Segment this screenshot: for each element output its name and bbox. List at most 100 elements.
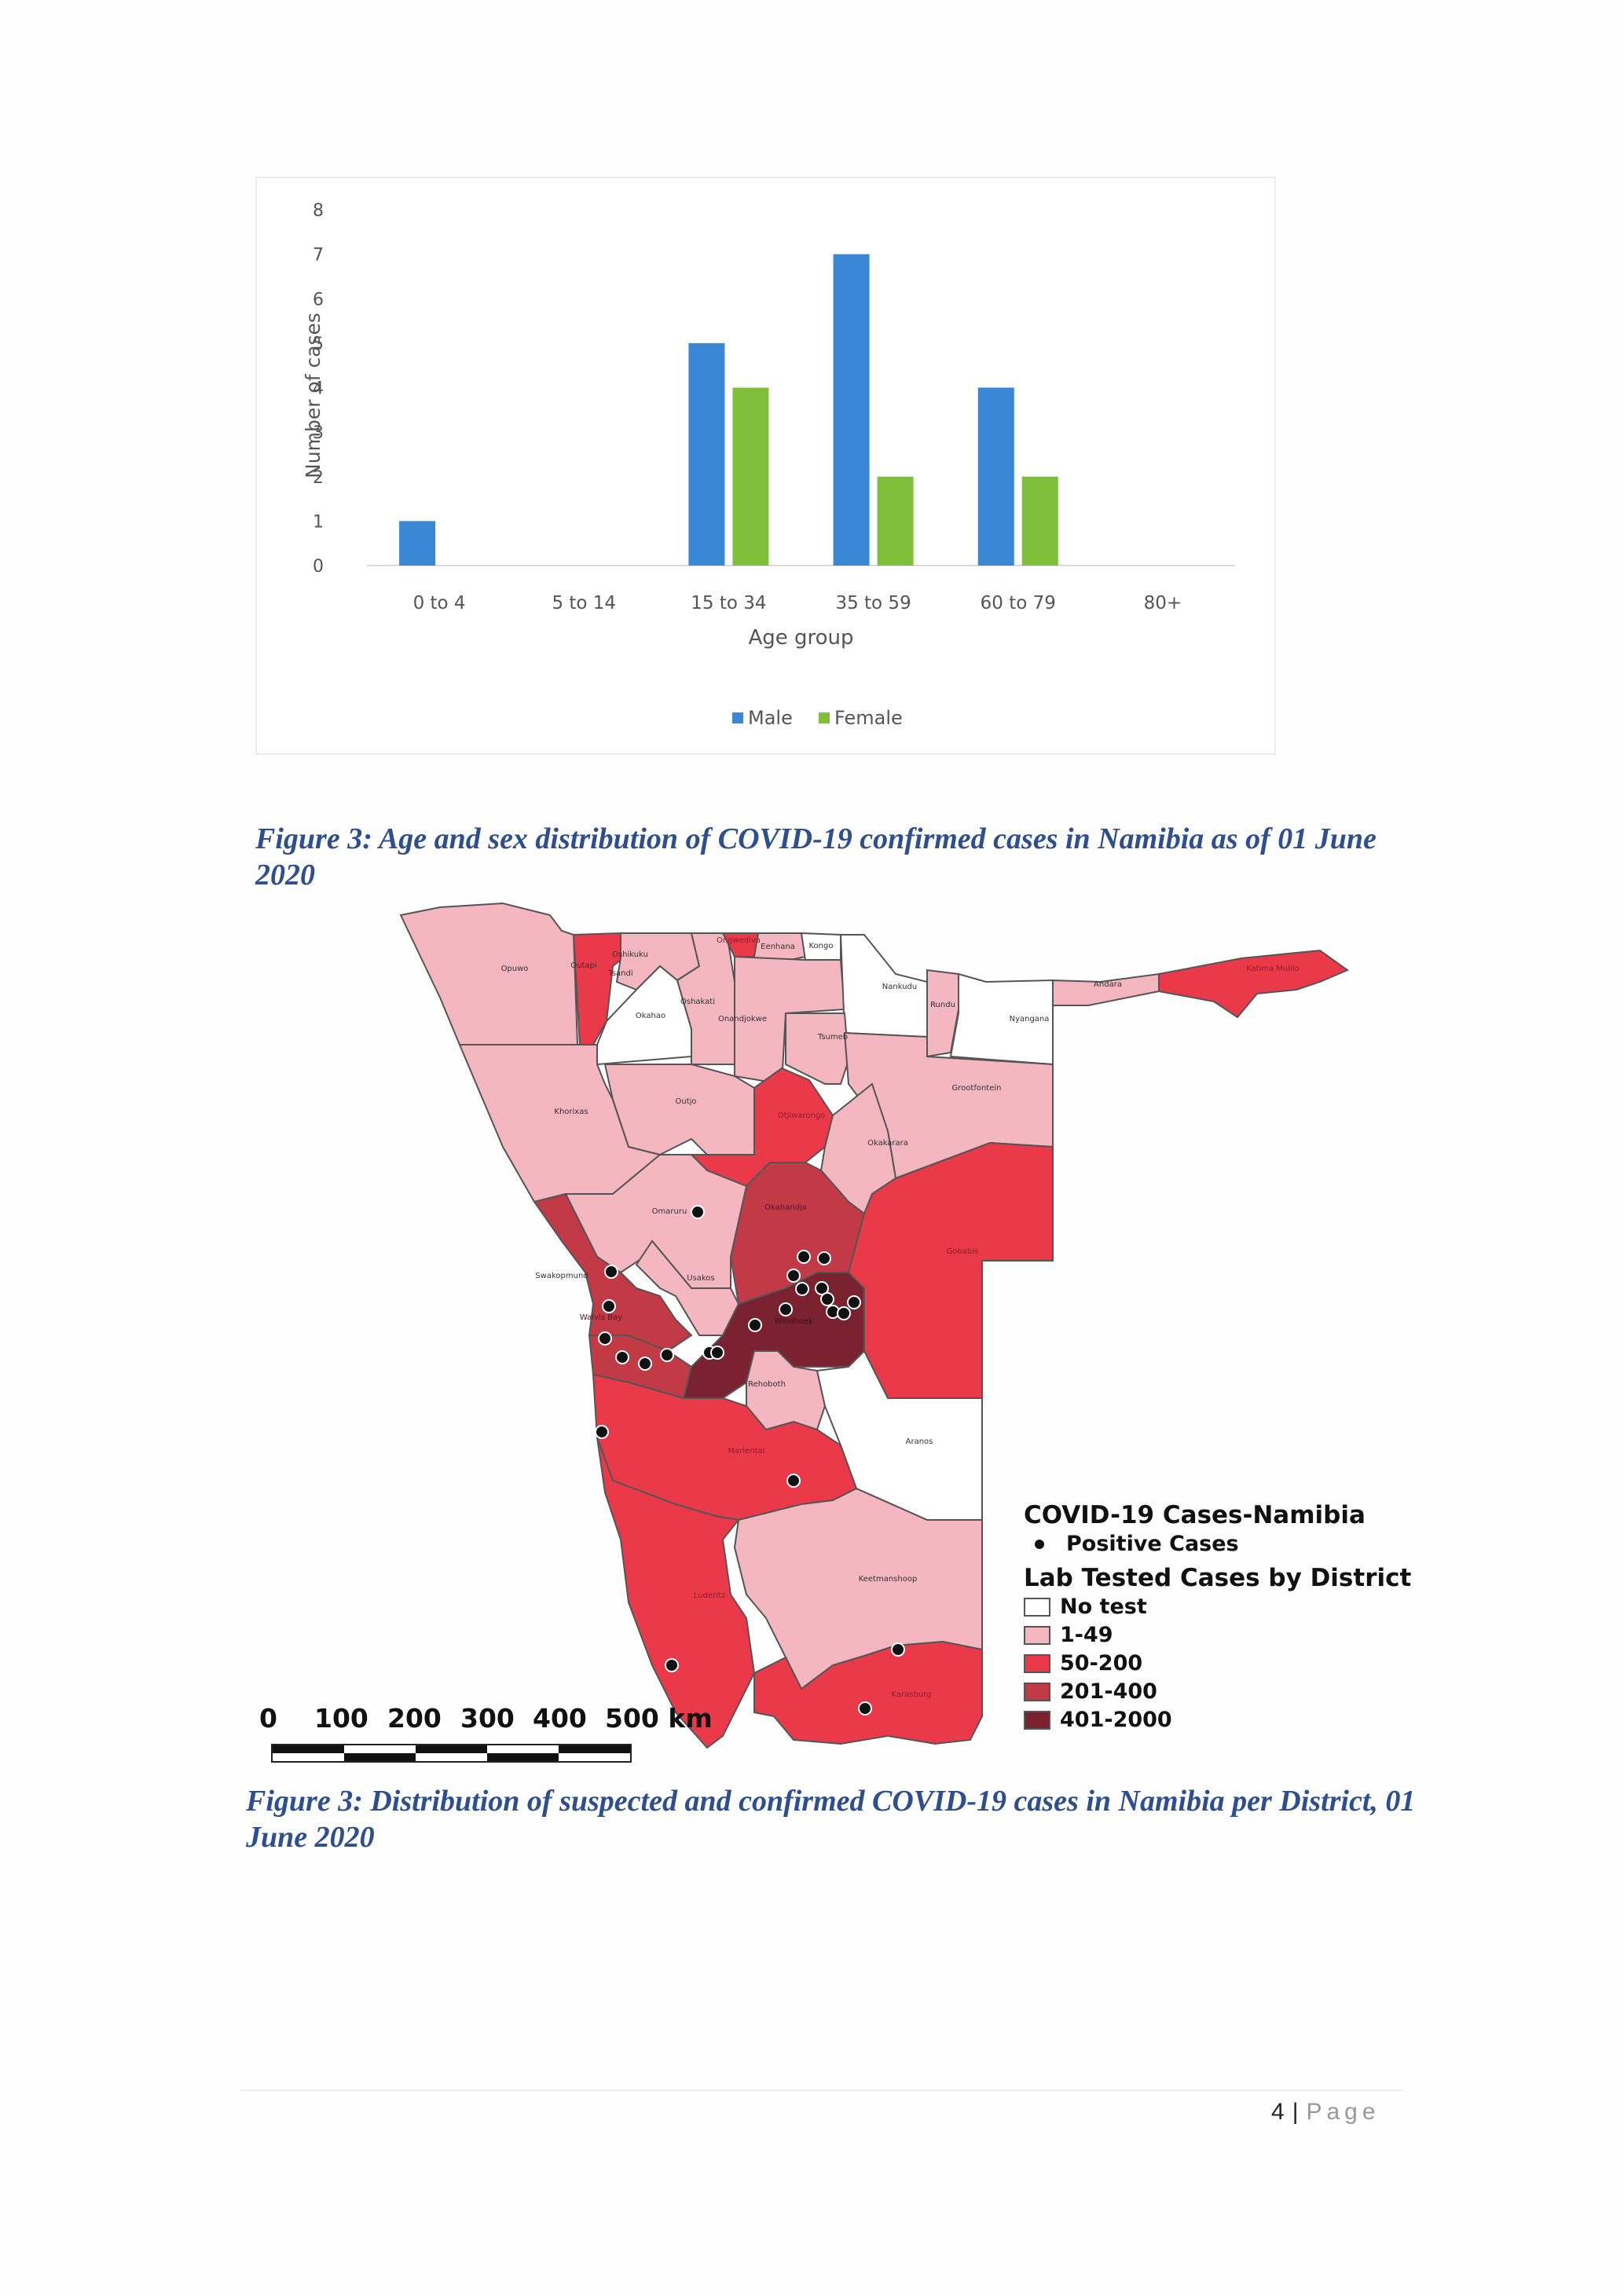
y-tick-label: 4 xyxy=(313,379,324,399)
legend-label: 50-200 xyxy=(1060,1651,1143,1675)
page-separator: | xyxy=(1292,2099,1303,2125)
scale-label: 500 km xyxy=(605,1703,713,1734)
color-swatch-icon xyxy=(1024,1654,1050,1673)
label-khorixas: Khorixas xyxy=(554,1108,588,1116)
label-aranos: Aranos xyxy=(906,1437,933,1446)
district-karasburg xyxy=(753,1640,983,1745)
label-tsumeb: Tsumeb xyxy=(817,1033,848,1042)
positive-case-point xyxy=(660,1348,674,1362)
label-outjo: Outjo xyxy=(675,1097,696,1106)
y-tick-label: 3 xyxy=(313,423,324,443)
y-axis-label: Number of cases xyxy=(302,313,324,478)
label-rundu: Rundu xyxy=(930,1001,955,1009)
district-usakos xyxy=(635,1240,740,1336)
y-tick-label: 7 xyxy=(313,246,324,265)
district-opuwo xyxy=(399,902,579,1045)
scale-label: 0 xyxy=(259,1703,277,1734)
district-okahandja xyxy=(729,1162,866,1305)
positive-case-point xyxy=(691,1205,705,1219)
y-tick-label: 8 xyxy=(313,201,324,221)
positive-case-point xyxy=(797,1250,811,1264)
positive-case-point xyxy=(847,1295,861,1309)
label-nankudu: Nankudu xyxy=(882,983,917,991)
bar-male-0 xyxy=(399,521,436,566)
legend-swatch-female xyxy=(819,712,830,723)
label-tsandi: Tsandi xyxy=(607,969,632,978)
y-tick-label: 1 xyxy=(313,512,324,532)
label-nyangana: Nyangana xyxy=(1010,1015,1050,1023)
label-usakos: Usakos xyxy=(687,1274,714,1283)
label-okakarara: Okakarara xyxy=(867,1139,908,1148)
label-omaruru: Omaruru xyxy=(652,1207,687,1216)
bar-male-3 xyxy=(833,254,870,566)
x-tick-label: 60 to 79 xyxy=(981,593,1056,613)
legend-label: No test xyxy=(1060,1595,1147,1619)
positive-case-point xyxy=(817,1251,831,1265)
scale-label: 400 xyxy=(533,1703,587,1734)
positive-case-point xyxy=(615,1350,629,1364)
positive-case-point xyxy=(837,1306,851,1320)
legend-title: COVID-19 Cases-Namibia xyxy=(1024,1501,1366,1529)
label-onandjokwe: Onandjokwe xyxy=(718,1015,767,1023)
positive-case-point xyxy=(786,1269,801,1283)
map-legend: COVID-19 Cases-Namibia Positive Cases La… xyxy=(1024,1500,1411,1734)
label-oshikuku: Oshikuku xyxy=(612,950,648,959)
label-karasburg: Karasburg xyxy=(892,1690,932,1699)
legend-label: Positive Cases xyxy=(1066,1532,1239,1556)
district-andara xyxy=(1052,972,1160,1006)
label-grootfontein: Grootfontein xyxy=(952,1084,1002,1093)
footer-divider xyxy=(240,2089,1402,2091)
positive-case-point xyxy=(815,1281,829,1295)
figure-caption-age-sex: Figure 3: Age and sex distribution of CO… xyxy=(255,822,1377,892)
district-katima-mulilo xyxy=(1158,949,1350,1019)
bar-male-4 xyxy=(977,387,1014,566)
district-onandjokwe xyxy=(734,955,846,1086)
positive-case-point xyxy=(748,1318,762,1332)
legend-label-female: Female xyxy=(834,707,903,729)
page-number: 4 | Page xyxy=(1271,2099,1380,2126)
district-luderitz xyxy=(596,1437,756,1749)
scale-label: 100 xyxy=(314,1703,368,1734)
x-tick-label: 15 to 34 xyxy=(691,593,766,613)
legend-item-class: 201-400 xyxy=(1024,1678,1411,1706)
legend-label: 1-49 xyxy=(1060,1623,1113,1647)
label-ongwediva: Ongwediva xyxy=(717,936,761,945)
figure-caption-map: Figure 3: Distribution of suspected and … xyxy=(246,1785,1416,1854)
color-swatch-icon xyxy=(1024,1711,1050,1730)
bar-female-2 xyxy=(732,387,769,566)
positive-case-point xyxy=(710,1346,724,1360)
legend-item-class: 50-200 xyxy=(1024,1650,1411,1678)
positive-case-point xyxy=(602,1299,616,1313)
color-swatch-icon xyxy=(1024,1683,1050,1701)
age-sex-chart: 0 1 2 3 4 5 6 7 8 0 to 4 5 to 14 15 to 34 35 to 59 6… xyxy=(255,177,1276,755)
scale-label: 200 xyxy=(387,1703,442,1734)
positive-case-point xyxy=(638,1357,652,1371)
label-gobabis: Gobabis xyxy=(947,1247,979,1256)
positive-case-point xyxy=(604,1265,618,1279)
legend-label: 201-400 xyxy=(1060,1679,1157,1704)
positive-case-point xyxy=(786,1474,801,1488)
label-rehoboth: Rehoboth xyxy=(748,1380,786,1389)
district-tsumeb xyxy=(785,1013,850,1085)
label-mariental: Mariental xyxy=(728,1447,765,1456)
label-katima-mulilo: Katima Mulilo xyxy=(1246,965,1300,973)
y-tick-label: 6 xyxy=(313,290,324,309)
legend-item-class: 1-49 xyxy=(1024,1621,1411,1650)
label-okahandja: Okahandja xyxy=(764,1203,807,1212)
label-luderitz: Luderitz xyxy=(694,1591,725,1600)
scale-label: 300 xyxy=(460,1703,515,1734)
label-keetmanshoop: Keetmanshoop xyxy=(859,1575,918,1584)
x-tick-label: 35 to 59 xyxy=(835,593,911,613)
label-otjiwarongo: Otjiwarongo xyxy=(778,1111,825,1120)
label-andara: Andara xyxy=(1094,980,1122,989)
legend-classes-title: Lab Tested Cases by District xyxy=(1024,1564,1412,1592)
x-tick-label: 0 to 4 xyxy=(413,593,466,613)
bar-male-2 xyxy=(688,342,725,566)
label-oshakati: Oshakati xyxy=(680,998,715,1006)
bar-female-4 xyxy=(1021,476,1058,566)
district-outjo xyxy=(603,1064,755,1156)
positive-case-point xyxy=(598,1331,612,1346)
label-okahao: Okahao xyxy=(636,1012,665,1020)
legend-item-positive-cases: Positive Cases xyxy=(1024,1530,1411,1558)
